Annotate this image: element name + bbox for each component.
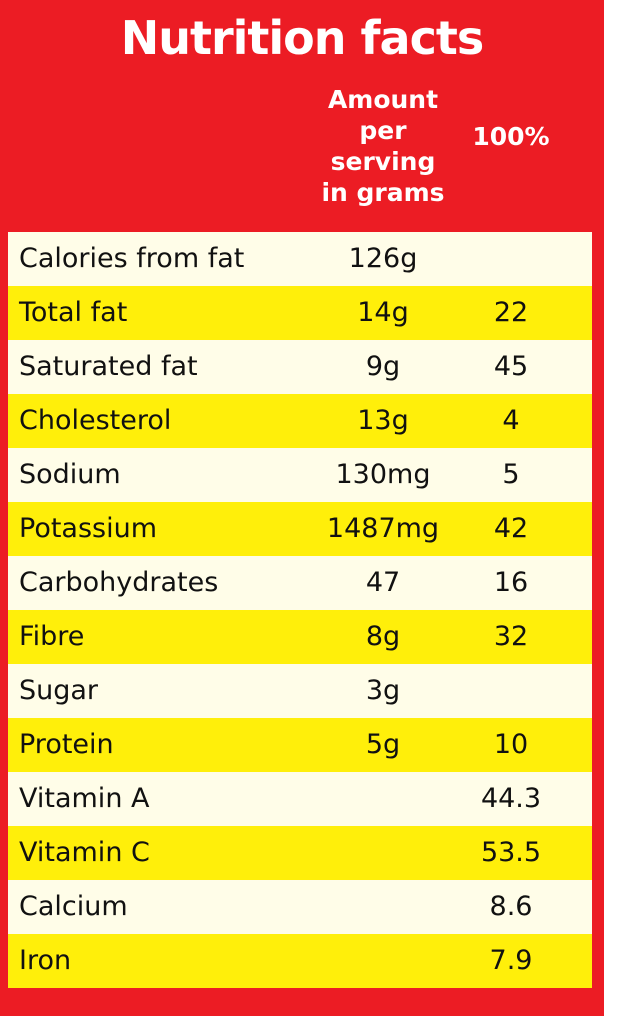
nutrient-amount: 8g <box>365 621 401 652</box>
nutrient-amount: 3g <box>365 675 401 706</box>
table-row: Sugar 3g <box>8 664 592 718</box>
nutrient-name: Iron <box>19 945 72 976</box>
nutrient-percent: 5 <box>502 459 520 490</box>
table-row: Carbohydrates 47 16 <box>8 556 592 610</box>
nutrient-amount: 13g <box>357 405 409 436</box>
table-row: Protein 5g 10 <box>8 718 592 772</box>
nutrient-percent: 42 <box>493 513 529 544</box>
nutrient-amount: 9g <box>365 351 401 382</box>
nutrition-panel: Nutrition facts Amount per serving in gr… <box>0 0 604 1016</box>
nutrient-percent <box>466 664 556 718</box>
nutrient-name: Cholesterol <box>19 405 172 436</box>
nutrient-name: Calcium <box>19 891 128 922</box>
nutrient-percent: 8.6 <box>489 891 533 922</box>
amount-column-header: Amount per serving in grams <box>300 84 466 208</box>
table-row: Vitamin C 53.5 <box>8 826 592 880</box>
nutrient-name: Fibre <box>19 621 85 652</box>
nutrient-percent: 16 <box>493 567 529 598</box>
nutrient-name: Vitamin C <box>19 837 150 868</box>
nutrient-amount: 1487mg <box>326 513 440 544</box>
table-row: Total fat 14g 22 <box>8 286 592 340</box>
table-row: Vitamin A 44.3 <box>8 772 592 826</box>
amount-header-line: Amount <box>327 85 439 114</box>
table-row: Saturated fat 9g 45 <box>8 340 592 394</box>
table-row: Calories from fat 126g <box>8 232 592 286</box>
nutrient-percent: 22 <box>493 297 529 328</box>
nutrient-name: Sodium <box>19 459 121 490</box>
nutrient-percent: 45 <box>493 351 529 382</box>
nutrient-name: Saturated fat <box>19 351 198 382</box>
nutrient-name: Potassium <box>19 513 158 544</box>
nutrient-amount <box>300 934 466 988</box>
nutrient-percent: 10 <box>493 729 529 760</box>
amount-header-line: in grams <box>321 178 445 207</box>
nutrient-name: Carbohydrates <box>19 567 219 598</box>
table-row: Cholesterol 13g 4 <box>8 394 592 448</box>
table-row: Iron 7.9 <box>8 934 592 988</box>
nutrient-name: Total fat <box>19 297 128 328</box>
nutrient-name: Calories from fat <box>19 243 245 274</box>
nutrition-table: Calories from fat 126g Total fat 14g 22 … <box>8 232 592 988</box>
nutrient-amount <box>300 826 466 880</box>
percent-column-header: 100% <box>472 122 550 151</box>
amount-header-line: serving <box>330 147 436 176</box>
nutrient-amount: 14g <box>357 297 409 328</box>
table-row: Potassium 1487mg 42 <box>8 502 592 556</box>
nutrient-amount: 130mg <box>335 459 431 490</box>
nutrient-percent: 44.3 <box>480 783 542 814</box>
nutrient-percent: 32 <box>493 621 529 652</box>
amount-header-line: per <box>359 116 407 145</box>
nutrient-percent <box>466 232 556 286</box>
nutrient-amount: 47 <box>365 567 401 598</box>
table-row: Calcium 8.6 <box>8 880 592 934</box>
nutrient-amount: 5g <box>365 729 401 760</box>
table-row: Sodium 130mg 5 <box>8 448 592 502</box>
nutrient-name: Vitamin A <box>19 783 150 814</box>
table-row: Fibre 8g 32 <box>8 610 592 664</box>
nutrient-percent: 4 <box>502 405 520 436</box>
nutrient-amount <box>300 880 466 934</box>
nutrient-percent: 53.5 <box>480 837 542 868</box>
nutrient-name: Sugar <box>19 675 99 706</box>
panel-title: Nutrition facts <box>120 11 485 65</box>
nutrient-name: Protein <box>19 729 114 760</box>
nutrient-amount <box>300 772 466 826</box>
nutrient-percent: 7.9 <box>489 945 533 976</box>
nutrient-amount: 126g <box>348 243 418 274</box>
